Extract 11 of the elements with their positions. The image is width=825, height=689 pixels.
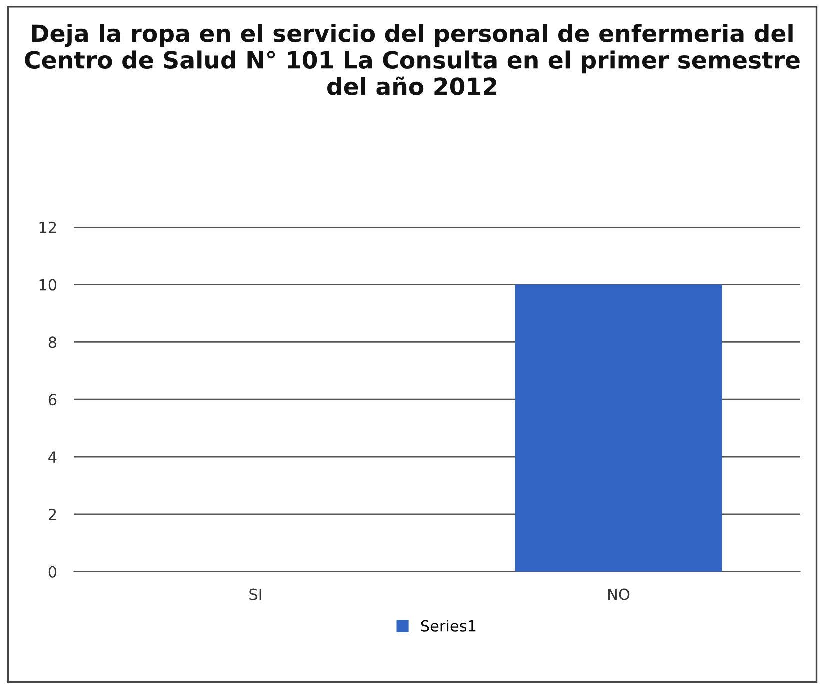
y-tick-label: 2 (48, 508, 56, 520)
y-tick-label: 6 (48, 394, 57, 406)
chart-title: Deja la ropa en el servicio del personal de enfermeria del Centro de Salud N° 101 La Consulta en el primer semestre del año 2012 (25, 24, 800, 96)
legend-label: Series1 (421, 620, 476, 632)
y-tick-label: 12 (40, 222, 56, 234)
y-tick-label: 10 (40, 279, 57, 291)
x-tick-label: SI (250, 588, 262, 600)
x-tick-label: NO (608, 588, 630, 600)
y-tick-label: 4 (48, 452, 57, 463)
y-tick-label: 8 (48, 336, 57, 348)
y-tick-label: 0 (48, 566, 57, 578)
